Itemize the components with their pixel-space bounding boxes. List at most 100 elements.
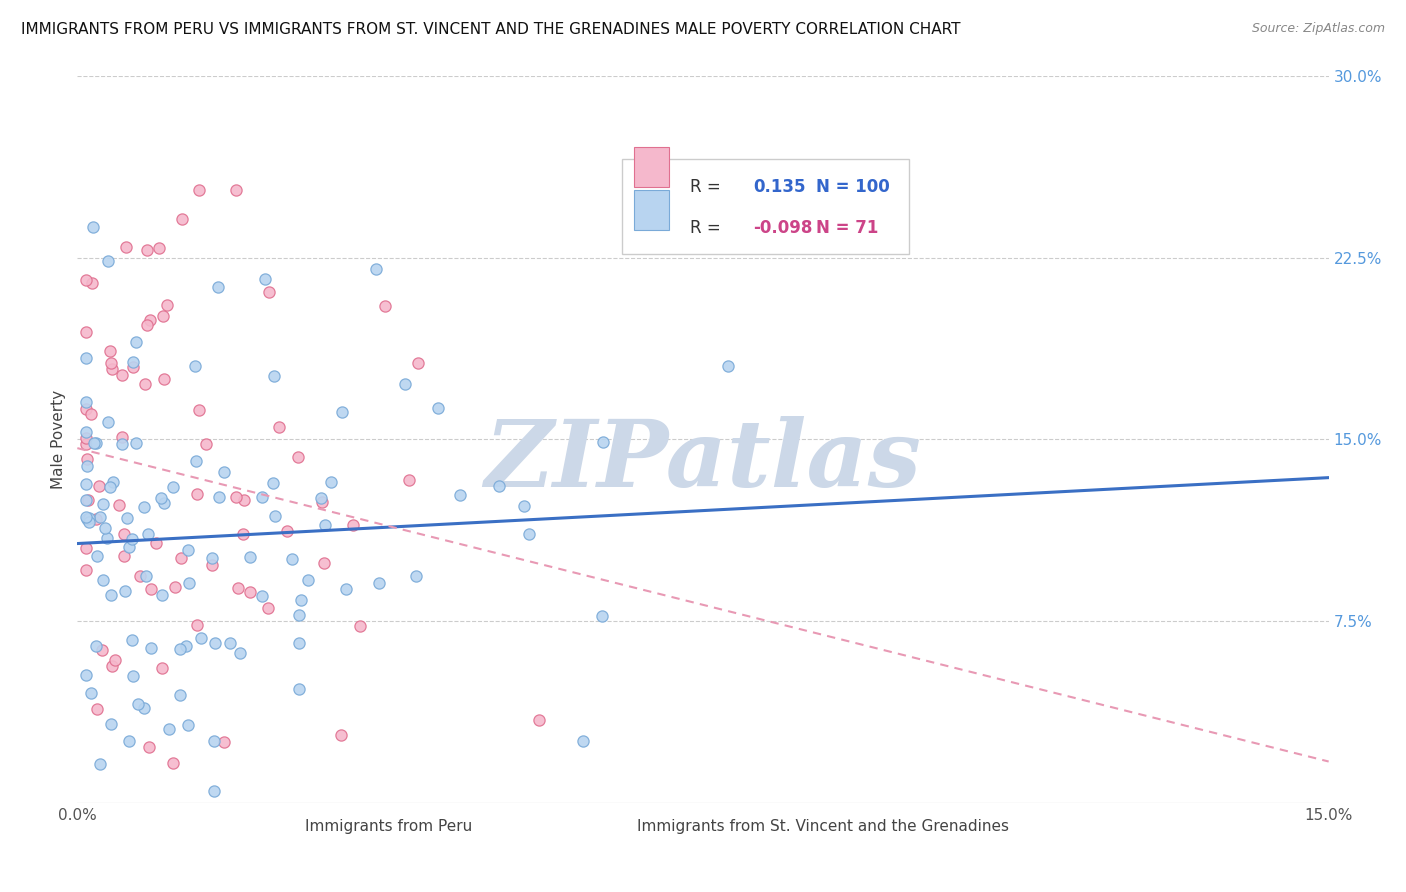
Point <box>136 243 159 257</box>
Point <box>207 279 229 293</box>
Point <box>97 416 120 430</box>
Point <box>135 569 157 583</box>
Point <box>288 681 311 696</box>
Point <box>394 377 416 392</box>
Point <box>187 403 209 417</box>
Point <box>141 640 163 655</box>
Point <box>312 556 335 570</box>
Point <box>115 510 138 524</box>
Point <box>364 261 387 276</box>
Point <box>89 509 111 524</box>
Point <box>132 500 155 514</box>
Point <box>111 430 134 444</box>
Point <box>76 459 98 474</box>
Point <box>75 541 97 555</box>
Point <box>87 479 110 493</box>
Point <box>82 219 104 234</box>
Point <box>187 183 209 197</box>
Point <box>101 658 124 673</box>
Point <box>190 631 212 645</box>
Point <box>100 717 122 731</box>
Point <box>91 497 114 511</box>
Point <box>127 697 149 711</box>
Point <box>449 488 471 502</box>
Point <box>104 653 127 667</box>
Point <box>118 540 141 554</box>
Point <box>269 419 291 434</box>
Text: IMMIGRANTS FROM PERU VS IMMIGRANTS FROM ST. VINCENT AND THE GRENADINES MALE POVE: IMMIGRANTS FROM PERU VS IMMIGRANTS FROM … <box>21 22 960 37</box>
Point <box>517 527 540 541</box>
FancyBboxPatch shape <box>271 817 299 838</box>
Text: Immigrants from St. Vincent and the Grenadines: Immigrants from St. Vincent and the Gren… <box>637 819 1008 834</box>
Point <box>75 509 97 524</box>
Point <box>157 722 180 736</box>
Point <box>80 407 103 421</box>
Point <box>309 491 332 505</box>
FancyBboxPatch shape <box>634 146 669 186</box>
Point <box>86 702 108 716</box>
Point <box>177 575 200 590</box>
Point <box>239 549 262 564</box>
FancyBboxPatch shape <box>634 190 669 230</box>
Point <box>239 585 262 599</box>
Point <box>75 437 97 451</box>
Point <box>287 450 309 464</box>
Text: -0.098: -0.098 <box>754 219 813 237</box>
Point <box>114 583 136 598</box>
Point <box>100 588 122 602</box>
Point <box>186 618 208 632</box>
Point <box>591 609 613 624</box>
Point <box>77 511 100 525</box>
Point <box>111 368 134 382</box>
Point <box>169 641 191 656</box>
Point <box>204 636 226 650</box>
Point <box>75 667 97 681</box>
Point <box>297 573 319 587</box>
Text: N = 100: N = 100 <box>815 178 890 195</box>
Y-axis label: Male Poverty: Male Poverty <box>51 390 66 489</box>
Point <box>76 512 98 526</box>
Point <box>76 452 98 467</box>
Point <box>122 668 145 682</box>
Text: R =: R = <box>690 178 721 195</box>
Point <box>253 272 276 286</box>
Point <box>91 573 114 587</box>
Text: Source: ZipAtlas.com: Source: ZipAtlas.com <box>1251 22 1385 36</box>
Point <box>264 509 287 524</box>
Point <box>513 499 536 513</box>
Point <box>287 636 309 650</box>
Point <box>163 580 186 594</box>
Point <box>129 569 152 583</box>
Point <box>184 359 207 374</box>
Point <box>80 686 103 700</box>
Point <box>86 436 108 450</box>
Point <box>172 212 194 227</box>
Point <box>262 475 284 490</box>
Point <box>201 558 224 573</box>
Point <box>290 592 312 607</box>
Point <box>488 479 510 493</box>
Point <box>250 589 273 603</box>
Point <box>202 734 225 748</box>
Point <box>101 362 124 376</box>
Point <box>75 402 97 417</box>
FancyBboxPatch shape <box>621 160 910 254</box>
Point <box>572 734 595 748</box>
Point <box>153 496 176 510</box>
Point <box>717 359 740 373</box>
Point <box>94 520 117 534</box>
Point <box>330 728 353 742</box>
Point <box>349 619 371 633</box>
Point <box>138 739 160 754</box>
Point <box>162 756 184 770</box>
Point <box>89 756 111 771</box>
Point <box>75 431 97 445</box>
Point <box>76 493 98 508</box>
FancyBboxPatch shape <box>603 817 630 838</box>
Point <box>288 608 311 623</box>
Point <box>214 735 236 749</box>
Text: N = 71: N = 71 <box>815 219 877 237</box>
Point <box>107 498 129 512</box>
Point <box>226 582 249 596</box>
Point <box>281 551 304 566</box>
